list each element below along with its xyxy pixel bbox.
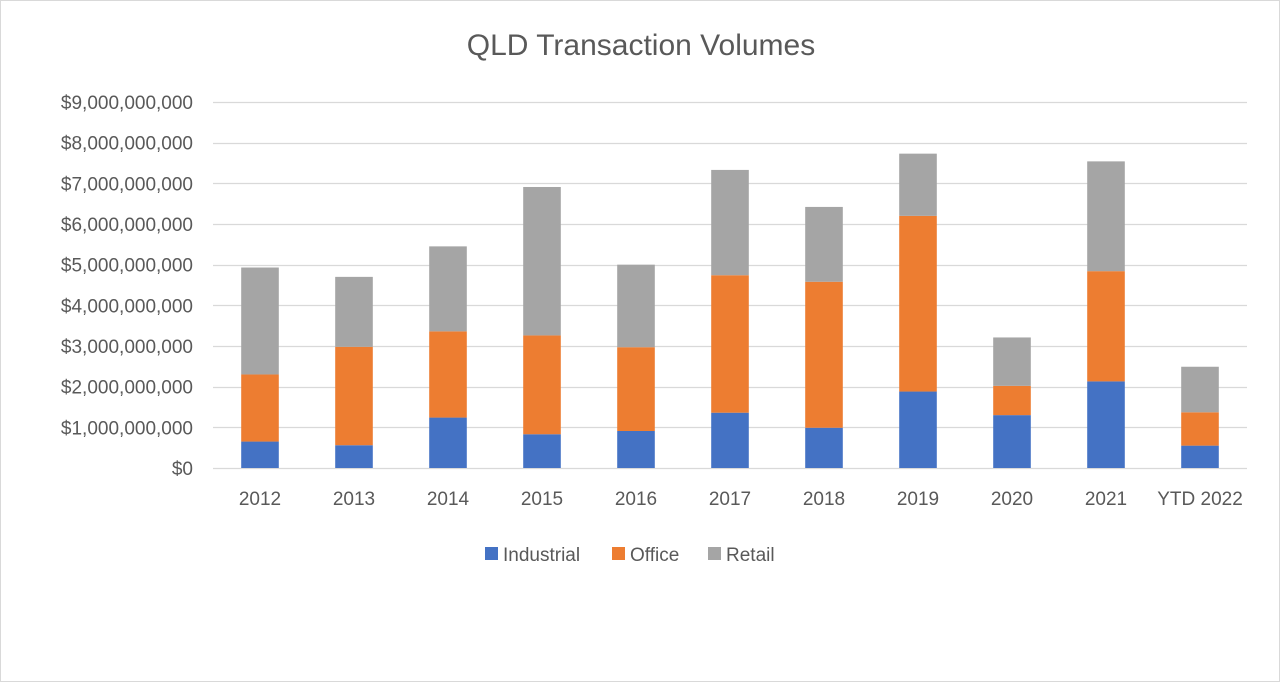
- y-tick-label: $2,000,000,000: [61, 378, 193, 399]
- bar-segment-retail: [899, 153, 937, 216]
- bar-segment-industrial: [241, 441, 279, 468]
- bar-segment-industrial: [899, 391, 937, 468]
- legend-swatch-office: [612, 547, 625, 560]
- legend: Industrial Office Retail: [485, 545, 775, 566]
- bar-segment-office: [617, 347, 655, 431]
- y-tick-label: $1,000,000,000: [61, 418, 193, 439]
- x-axis-tick-labels: 2012 2013 2014 2015 2016 2017 2018 2019 2020 2021…: [239, 489, 1243, 510]
- bar-segment-retail: [523, 186, 561, 336]
- bar-segment-retail: [335, 276, 373, 347]
- bar-segment-retail: [805, 206, 843, 282]
- bar-segment-office: [335, 346, 373, 446]
- y-tick-label: $6,000,000,000: [61, 215, 193, 236]
- bar-segment-retail: [1181, 366, 1219, 413]
- bar-segment-industrial: [617, 430, 655, 468]
- x-tick-label: YTD 2022: [1157, 489, 1243, 510]
- legend-swatch-industrial: [485, 547, 498, 560]
- y-tick-label: $4,000,000,000: [61, 296, 193, 317]
- y-tick-label: $8,000,000,000: [61, 134, 193, 155]
- bar-segment-office: [899, 215, 937, 392]
- bar-segment-industrial: [993, 415, 1031, 468]
- x-tick-label: 2014: [427, 489, 470, 510]
- y-tick-label: $5,000,000,000: [61, 256, 193, 277]
- bar-segment-industrial: [1181, 445, 1219, 468]
- y-tick-label: $7,000,000,000: [61, 174, 193, 195]
- bar-segment-retail: [241, 267, 279, 375]
- x-tick-label: 2021: [1085, 489, 1127, 510]
- bar-segment-office: [805, 281, 843, 428]
- chart-title: QLD Transaction Volumes: [467, 29, 816, 62]
- bar-segment-office: [993, 385, 1031, 416]
- bar-segment-retail: [993, 337, 1031, 386]
- x-tick-label: 2015: [521, 489, 563, 510]
- bar-segment-retail: [711, 169, 749, 276]
- x-tick-label: 2012: [239, 489, 281, 510]
- y-tick-label: $3,000,000,000: [61, 337, 193, 358]
- bar-segment-office: [1087, 271, 1125, 382]
- bar-segment-industrial: [1087, 381, 1125, 468]
- x-tick-label: 2019: [897, 489, 939, 510]
- bar-segment-industrial: [805, 427, 843, 468]
- x-tick-label: 2017: [709, 489, 751, 510]
- bar-segment-office: [523, 335, 561, 435]
- x-tick-label: 2020: [991, 489, 1033, 510]
- bar-segment-industrial: [335, 445, 373, 468]
- bar-segment-office: [1181, 412, 1219, 446]
- bar-segment-industrial: [523, 434, 561, 468]
- x-tick-label: 2018: [803, 489, 845, 510]
- legend-swatch-retail: [708, 547, 721, 560]
- bar-segment-retail: [429, 246, 467, 332]
- y-axis-tick-labels: $0 $1,000,000,000 $2,000,000,000 $3,000,000…: [61, 93, 193, 480]
- x-tick-label: 2013: [333, 489, 375, 510]
- y-tick-label: $0: [172, 459, 193, 480]
- bar-segment-office: [711, 275, 749, 413]
- legend-label-industrial: Industrial: [503, 545, 580, 566]
- bar-segment-retail: [617, 264, 655, 348]
- y-tick-label: $9,000,000,000: [61, 93, 193, 114]
- bar-segment-retail: [1087, 161, 1125, 272]
- legend-label-retail: Retail: [726, 545, 775, 566]
- legend-label-office: Office: [630, 545, 679, 566]
- bar-segment-industrial: [711, 412, 749, 468]
- bar-segment-office: [429, 331, 467, 418]
- x-tick-label: 2016: [615, 489, 657, 510]
- bar-segment-office: [241, 374, 279, 442]
- bars: [241, 153, 1219, 468]
- bar-segment-industrial: [429, 417, 467, 468]
